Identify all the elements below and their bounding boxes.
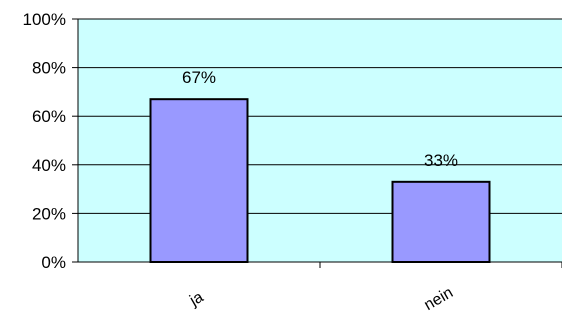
y-tick-label: 20% (32, 204, 66, 223)
y-axis-ticks: 0% 20% 40% 60% 80% 100% (23, 10, 78, 272)
bar-nein (391, 180, 491, 263)
x-axis-ticks (319, 262, 562, 268)
y-tick-label: 100% (23, 10, 66, 29)
category-labels: ja nein (186, 284, 456, 314)
bars (149, 98, 491, 263)
data-label-nein: 33% (424, 151, 458, 170)
bar-ja (149, 98, 249, 263)
data-labels: 67% 33% (182, 68, 458, 170)
data-label-ja: 67% (182, 68, 216, 87)
y-tick-label: 40% (32, 156, 66, 175)
category-label-ja: ja (186, 289, 206, 310)
y-tick-label: 0% (41, 253, 66, 272)
y-tick-label: 80% (32, 59, 66, 78)
y-tick-label: 60% (32, 107, 66, 126)
category-label-nein: nein (421, 284, 456, 314)
